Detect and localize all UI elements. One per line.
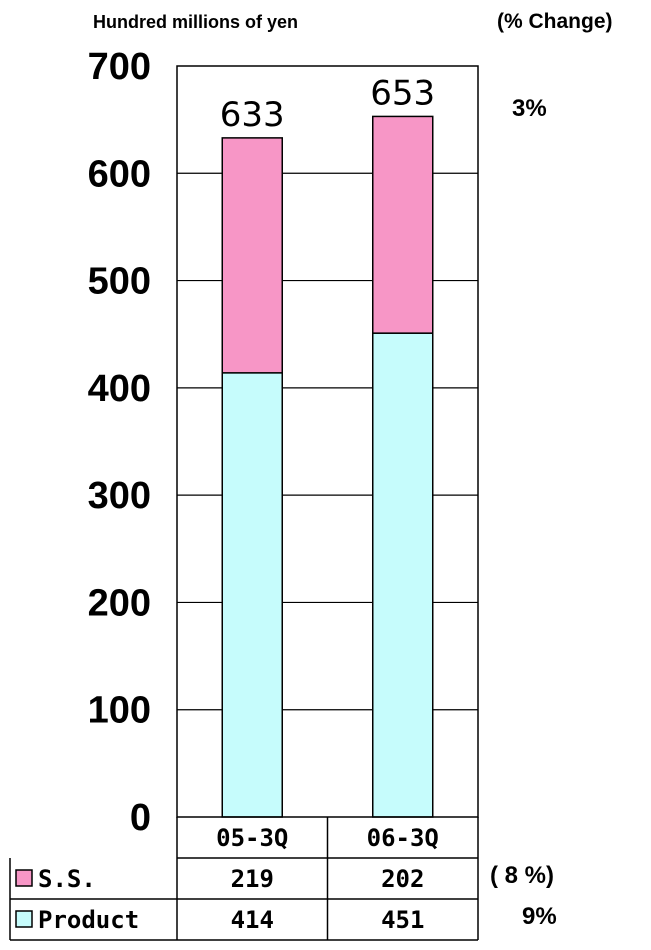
bar-segment: [372, 115, 434, 334]
data-table: 05-3Q 06-3Q S.S. 219 202 ( 8 %) Product 414 451 9…: [9, 817, 557, 941]
y-axis-ticks: 0 100 200 300 400 500 600 700: [88, 46, 151, 839]
change-header: (% Change): [497, 10, 613, 33]
y-tick-label: 300: [88, 475, 151, 517]
table-cell: 451: [381, 906, 424, 934]
bar-segment: [221, 137, 283, 374]
row-change-label: ( 8 %): [490, 862, 554, 889]
total-label: 653: [370, 73, 435, 113]
y-tick-label: 200: [88, 582, 151, 624]
y-tick-label: 700: [88, 46, 151, 88]
legend-label: Product: [38, 906, 139, 934]
total-change-label: 3%: [512, 95, 547, 122]
bar-segment: [372, 332, 434, 818]
y-tick-label: 0: [130, 797, 151, 839]
y-tick-label: 600: [88, 153, 151, 195]
y-tick-label: 100: [88, 690, 151, 732]
y-tick-label: 400: [88, 368, 151, 410]
category-label: 05-3Q: [216, 824, 288, 852]
category-label: 06-3Q: [367, 824, 439, 852]
y-tick-label: 500: [88, 261, 151, 303]
table-cell: 414: [231, 906, 274, 934]
bar-segment: [221, 372, 283, 818]
bars: [221, 115, 434, 818]
total-label: 633: [220, 95, 285, 135]
legend-swatch: [15, 910, 33, 928]
row-change-label: 9%: [522, 903, 557, 930]
total-labels: 633 653: [220, 73, 435, 134]
legend-label: S.S.: [38, 865, 96, 893]
legend-swatch: [15, 869, 33, 887]
table-cell: 202: [381, 865, 424, 893]
unit-label: Hundred millions of yen: [93, 12, 298, 32]
table-cell: 219: [231, 865, 274, 893]
